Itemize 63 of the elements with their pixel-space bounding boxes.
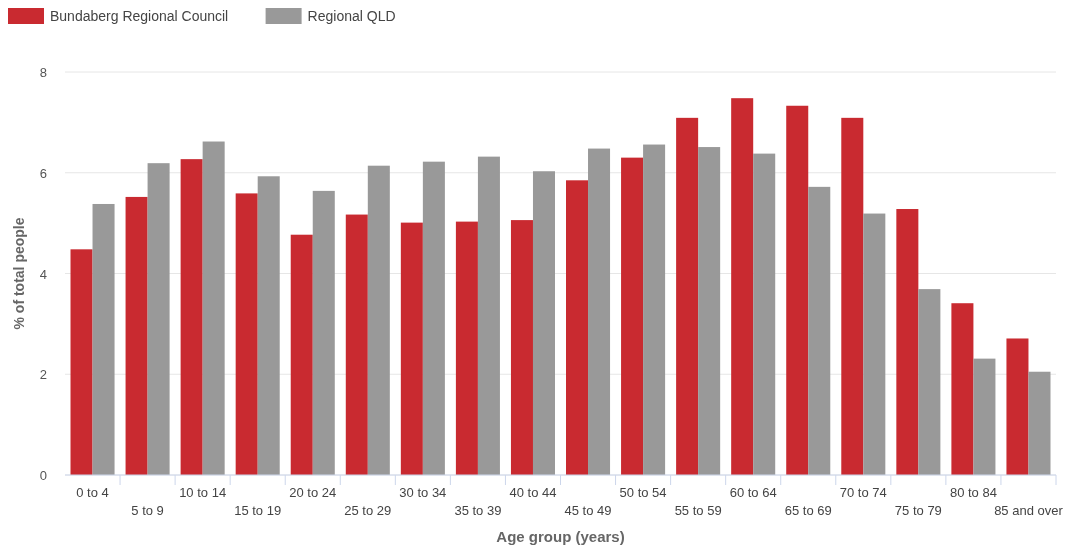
x-tick-label: 85 and over xyxy=(994,503,1064,518)
x-tick-label: 80 to 84 xyxy=(949,485,997,500)
bar xyxy=(918,289,941,475)
bar xyxy=(808,186,831,475)
bar xyxy=(312,190,335,475)
x-tick-label: 60 to 64 xyxy=(729,485,777,500)
bar xyxy=(92,203,115,475)
legend-label: Regional QLD xyxy=(307,8,396,24)
bar xyxy=(731,98,754,475)
bar xyxy=(235,193,258,475)
bar xyxy=(786,105,809,475)
x-tick-label: 65 to 69 xyxy=(784,503,832,518)
x-tick-label: 25 to 29 xyxy=(344,503,392,518)
y-tick-label: 8 xyxy=(39,65,47,80)
bar xyxy=(70,249,93,475)
bar xyxy=(896,209,919,475)
bar xyxy=(180,159,203,475)
x-axis-title: Age group (years) xyxy=(496,528,625,545)
x-tick-label: 40 to 44 xyxy=(509,485,557,500)
bar xyxy=(588,148,611,475)
x-tick-label: 10 to 14 xyxy=(179,485,227,500)
bar xyxy=(422,161,445,475)
x-tick-label: 45 to 49 xyxy=(564,503,612,518)
bar xyxy=(643,144,666,475)
bar xyxy=(367,165,390,475)
bar xyxy=(863,213,886,475)
bar xyxy=(566,180,589,475)
x-tick-label: 15 to 19 xyxy=(234,503,282,518)
y-tick-label: 2 xyxy=(39,367,47,383)
x-tick-label: 20 to 24 xyxy=(289,485,337,500)
bar xyxy=(400,222,423,475)
x-tick-label: 0 to 4 xyxy=(76,485,109,500)
bar xyxy=(753,153,776,475)
bar xyxy=(257,176,280,475)
bar xyxy=(698,147,721,475)
y-tick-label: 0 xyxy=(39,468,47,483)
bar xyxy=(202,141,225,475)
bar xyxy=(1006,338,1029,475)
bar xyxy=(841,117,864,475)
bar xyxy=(477,156,500,475)
x-tick-label: 75 to 79 xyxy=(894,503,942,518)
x-tick-label: 35 to 39 xyxy=(454,503,502,518)
x-tick-label: 70 to 74 xyxy=(839,485,887,500)
x-tick-label: 30 to 34 xyxy=(399,485,447,500)
bar xyxy=(951,303,974,475)
bar xyxy=(621,157,644,475)
x-tick-label: 55 to 59 xyxy=(674,503,722,518)
y-tick-label: 4 xyxy=(39,266,47,282)
y-axis-title: % of total people xyxy=(11,217,27,330)
bar xyxy=(676,117,699,475)
x-tick-label: 50 to 54 xyxy=(619,485,667,500)
bar xyxy=(532,171,555,475)
bar xyxy=(510,220,533,475)
legend-label: Bundaberg Regional Council xyxy=(50,8,229,24)
bar xyxy=(973,358,996,475)
bar xyxy=(1028,371,1051,475)
x-tick-label: 5 to 9 xyxy=(131,503,164,518)
bar xyxy=(455,221,478,475)
bar xyxy=(125,196,148,475)
bar xyxy=(290,234,313,475)
y-tick-label: 6 xyxy=(39,165,47,181)
bar xyxy=(147,163,170,475)
bar xyxy=(345,214,368,475)
